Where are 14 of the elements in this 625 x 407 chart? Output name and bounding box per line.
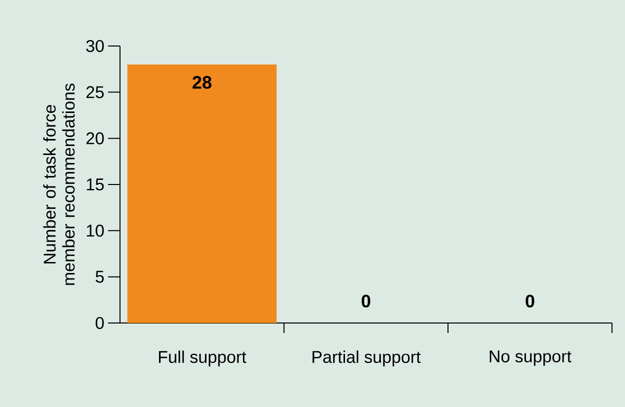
y-tick-label: 25 (86, 86, 104, 98)
y-tick-label: 20 (86, 132, 104, 144)
y-tick-label: 5 (96, 270, 104, 283)
y-tick-label: 0 (96, 316, 104, 330)
y-tick-label: 30 (86, 40, 104, 52)
x-tick-label: Partial support (312, 350, 421, 366)
data-label: 0 (526, 294, 534, 308)
y-tick-label: 15 (86, 178, 104, 190)
data-label: 28 (192, 76, 212, 89)
x-tick-label: No support (490, 350, 572, 366)
y-tick-label: 10 (86, 224, 104, 237)
x-tick-label: Full support (158, 350, 246, 366)
data-label: 0 (362, 294, 370, 308)
y-axis-title: Number of task force member recommendations (43, 84, 75, 285)
